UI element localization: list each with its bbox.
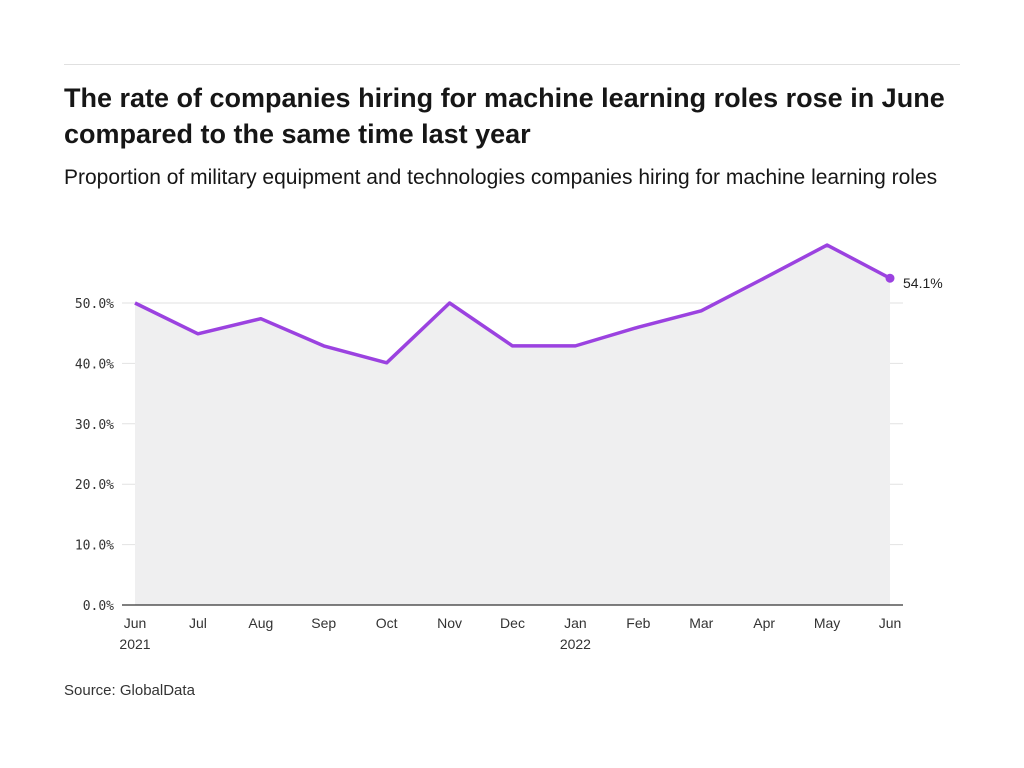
y-tick-label: 10.0% <box>75 539 114 554</box>
top-divider <box>64 64 960 65</box>
x-tick-label: Jul <box>189 615 207 631</box>
x-tick-label: Aug <box>248 615 273 631</box>
x-tick-label: Jun <box>879 615 902 631</box>
x-tick-label: Jan <box>564 615 587 631</box>
x-tick-label: May <box>814 615 840 631</box>
area-fill <box>135 245 890 606</box>
chart-title: The rate of companies hiring for machine… <box>64 83 945 149</box>
y-tick-label: 50.0% <box>75 297 114 312</box>
x-tick-label: Oct <box>376 615 398 631</box>
x-tick-label: Jun <box>124 615 147 631</box>
y-tick-label: 0.0% <box>83 599 114 614</box>
chart-subtitle: Proportion of military equipment and tec… <box>64 166 938 189</box>
y-tick-label: 30.0% <box>75 418 114 433</box>
x-tick-label: Sep <box>311 615 336 631</box>
x-year-label: 2021 <box>119 636 150 652</box>
x-tick-label: Dec <box>500 615 525 631</box>
x-tick-label: Apr <box>753 615 775 631</box>
end-point-marker <box>885 273 895 283</box>
x-tick-label: Mar <box>689 615 713 631</box>
y-tick-label: 20.0% <box>75 478 114 493</box>
end-value-label: 54.1% <box>903 275 943 291</box>
y-tick-label: 40.0% <box>75 357 114 372</box>
x-tick-label: Nov <box>437 615 462 631</box>
x-year-label: 2022 <box>560 636 591 652</box>
x-tick-label: Feb <box>626 615 650 631</box>
source-note: Source: GlobalData <box>64 682 195 699</box>
